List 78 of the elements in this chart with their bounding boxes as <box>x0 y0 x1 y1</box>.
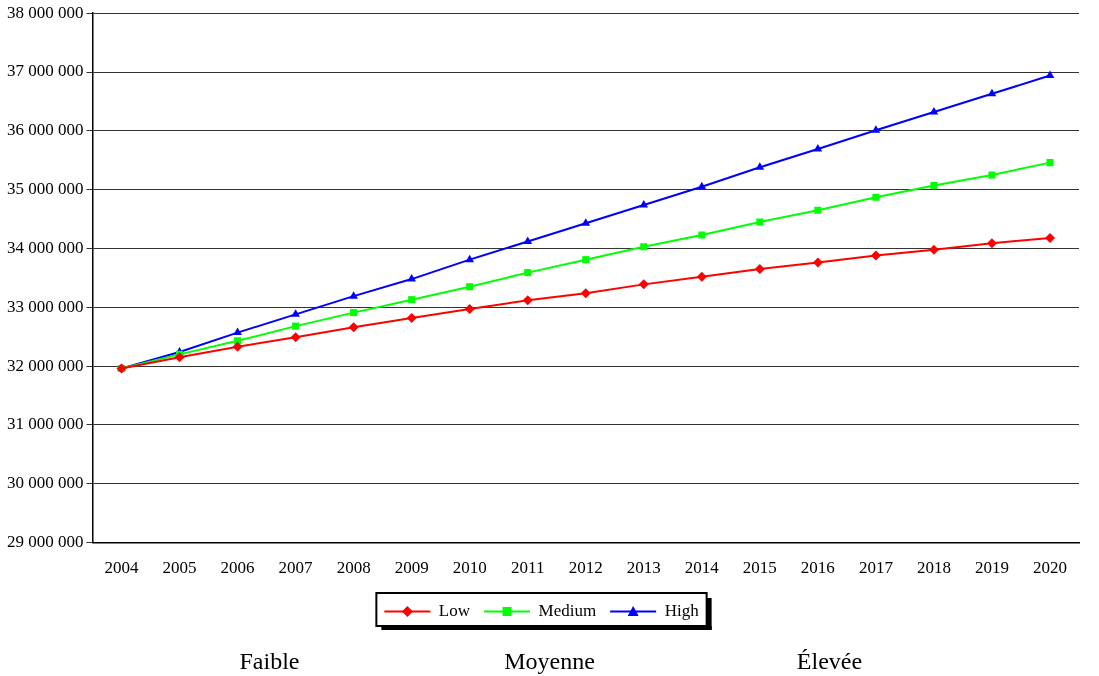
point <box>754 264 765 275</box>
point <box>292 322 300 330</box>
point <box>522 295 533 306</box>
x-tick-label: 2012 <box>568 558 603 578</box>
point <box>524 269 532 277</box>
point <box>696 271 707 282</box>
point <box>1045 70 1055 79</box>
y-tick-label: 37 000 000 <box>7 61 84 81</box>
point <box>813 144 823 152</box>
point <box>466 283 474 291</box>
point <box>1044 232 1055 243</box>
text: Faible <box>238 648 301 675</box>
point <box>349 291 358 299</box>
point <box>756 218 764 226</box>
point <box>986 238 997 249</box>
x-tick-label: 2010 <box>452 558 487 578</box>
y-tick-label: 35 000 000 <box>7 179 84 199</box>
point <box>871 125 881 133</box>
x-tick-label: 2005 <box>162 558 197 578</box>
point <box>523 236 533 244</box>
x-tick-label: 2013 <box>626 558 661 578</box>
point <box>639 199 649 208</box>
point <box>348 322 359 333</box>
x-tick-label: 2014 <box>684 558 720 578</box>
x-tick-label: 2015 <box>742 558 777 578</box>
point <box>174 352 185 363</box>
point <box>928 244 939 255</box>
x-tick-label: 2018 <box>916 558 951 578</box>
y-tick-label: 33 000 000 <box>7 296 84 316</box>
point <box>987 88 997 97</box>
legend-label: Low <box>438 600 471 620</box>
x-tick-label: 2020 <box>1032 558 1067 578</box>
point <box>1046 159 1054 167</box>
point <box>640 243 648 251</box>
point <box>350 309 358 317</box>
point <box>580 288 591 299</box>
x-tick-label: 2008 <box>336 558 371 578</box>
y-tick-label: 31 000 000 <box>7 414 84 434</box>
point <box>233 327 242 336</box>
point <box>407 274 416 282</box>
y-tick-label: 32 000 000 <box>7 355 84 375</box>
x-tick-label: 2019 <box>974 558 1009 578</box>
point <box>464 304 475 315</box>
x-tick-label: 2016 <box>800 558 835 578</box>
point <box>988 171 996 179</box>
legend-label: High <box>664 600 700 620</box>
point <box>408 296 416 304</box>
point <box>755 162 765 170</box>
point <box>290 332 301 343</box>
x-tick-label: 2017 <box>858 558 894 578</box>
point <box>872 193 880 201</box>
text: Moyenne <box>503 648 596 675</box>
point <box>582 256 590 264</box>
point <box>232 341 243 352</box>
y-tick-label: 36 000 000 <box>7 120 84 140</box>
point <box>697 181 707 190</box>
x-tick-label: 2007 <box>278 558 314 578</box>
x-tick-label: 2004 <box>104 558 140 578</box>
point <box>870 250 881 261</box>
point <box>812 257 823 268</box>
point <box>929 107 939 115</box>
x-tick-label: 2006 <box>220 558 255 578</box>
point <box>291 309 300 317</box>
point <box>814 206 822 214</box>
y-tick-label: 30 000 000 <box>7 473 84 493</box>
point <box>638 279 649 290</box>
point <box>698 231 706 239</box>
point <box>930 182 938 190</box>
y-tick-label: 38 000 000 <box>7 2 84 22</box>
x-tick-label: 2011 <box>511 558 545 578</box>
y-tick-label: 29 000 000 <box>7 532 84 552</box>
point <box>581 218 591 226</box>
text: Élevée <box>795 648 864 675</box>
x-tick-label: 2009 <box>394 558 429 578</box>
y-tick-label: 34 000 000 <box>7 237 84 257</box>
point <box>465 254 475 263</box>
legend-label: Medium <box>538 600 597 620</box>
point <box>406 312 417 323</box>
